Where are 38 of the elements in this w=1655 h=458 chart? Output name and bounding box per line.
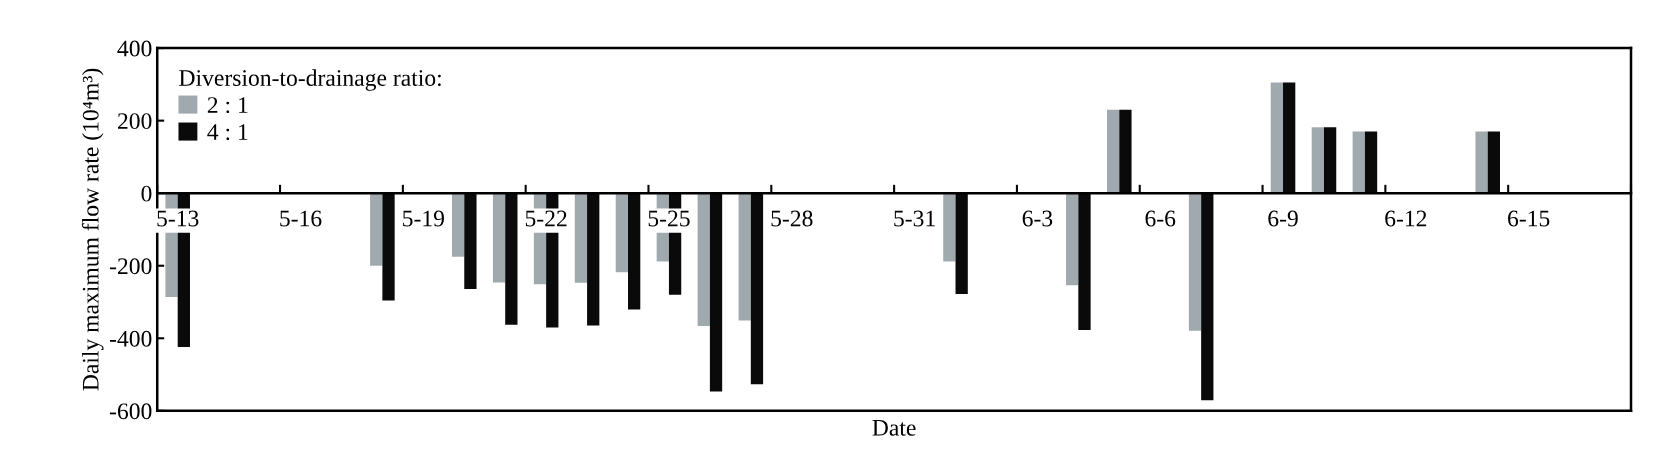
x-tick-label: 5-16	[280, 210, 322, 227]
x-tick-label: 6-6	[1145, 210, 1176, 227]
bar	[1475, 131, 1488, 194]
y-tick-label: -200	[109, 258, 152, 275]
y-axis-title: Daily maximum flow rate (10⁴m³)	[81, 68, 104, 391]
y-tick-label: 200	[117, 113, 152, 130]
bar	[697, 193, 710, 326]
x-tick-label: 5-22	[525, 210, 567, 227]
legend-title: Diversion-to-drainage ratio:	[179, 69, 441, 91]
x-axis-title: Date	[872, 420, 916, 436]
x-tick-label: 5-25	[648, 210, 690, 227]
x-tick-label: 5-31	[894, 210, 935, 227]
bar	[1066, 193, 1079, 286]
y-tick-label: -400	[109, 330, 152, 347]
x-tick-label: 5-13	[157, 210, 199, 227]
bar	[1270, 82, 1284, 194]
y-tick-label: 0	[141, 185, 152, 202]
bar	[615, 193, 629, 273]
x-tick-label: 5-28	[771, 210, 813, 227]
legend-label: 2 : 1	[207, 97, 248, 114]
x-tick-label: 5-19	[403, 210, 444, 227]
x-tick-label: 6-9	[1268, 210, 1298, 227]
x-tick-label: 6-3	[1022, 210, 1053, 227]
bar	[451, 193, 465, 257]
bar	[1188, 193, 1202, 331]
bar	[1106, 109, 1120, 194]
bar	[370, 193, 383, 266]
bar	[492, 193, 506, 283]
bar	[1311, 127, 1324, 194]
bar	[574, 193, 588, 283]
bar	[1352, 131, 1365, 194]
bar	[943, 193, 956, 262]
y-tick-label: -600	[109, 403, 152, 420]
x-tick-label: 6-15	[1508, 210, 1550, 227]
x-tick-label: 6-12	[1385, 210, 1427, 227]
legend-label: 4 : 1	[207, 124, 248, 141]
y-tick-label: 400	[117, 40, 152, 57]
bar	[738, 193, 751, 321]
